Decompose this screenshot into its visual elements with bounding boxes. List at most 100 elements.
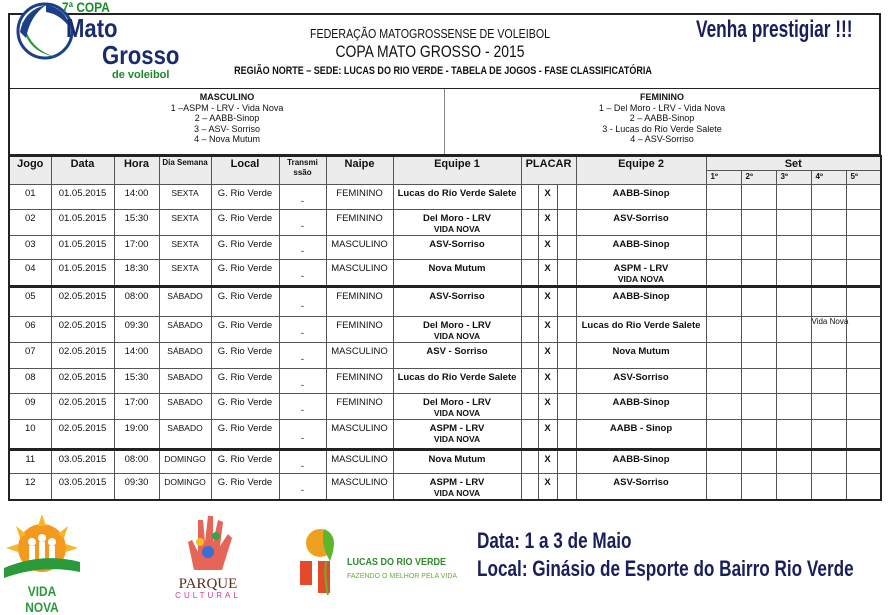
cell-dia: SABADO <box>158 393 212 420</box>
cell-set <box>845 285 882 317</box>
cell-jogo: 07 <box>8 342 52 369</box>
table-row: 11 03.05.2015 08:00 DOMINGO G. Rio Verde - MAS… <box>8 448 882 474</box>
game-category: FEMININO <box>336 372 383 383</box>
game-number: 10 <box>24 423 36 434</box>
table-row: 12 03.05.2015 09:30 DOMINGO G. Rio Verde - MAS… <box>8 473 882 501</box>
versus-mark: X <box>544 477 551 488</box>
lucas-text: LUCAS DO RIO VERDE <box>347 557 447 568</box>
cell-set <box>810 184 847 210</box>
cell-set <box>775 448 812 474</box>
cell-transmissao: - <box>278 209 327 236</box>
game-weekday: SÁBADO <box>167 320 203 330</box>
cell-equipe1: ASV - Sorriso <box>392 342 522 369</box>
game-category: MASCULINO <box>331 454 388 465</box>
cell-set <box>705 259 742 287</box>
cell-score-1 <box>520 419 539 450</box>
versus-mark: X <box>544 291 551 302</box>
cell-transmissao: - <box>278 342 327 369</box>
cell-set <box>845 368 882 394</box>
col-equipe2: Equipe 2 <box>575 155 707 185</box>
table-row: 06 02.05.2015 09:30 SÁBADO G. Rio Verde - FEMI… <box>8 316 882 343</box>
game-time: 17:00 <box>124 397 149 408</box>
col-transmissao: Transmi ssão <box>278 155 327 185</box>
lucas-do-rio-verde-emblem <box>298 525 348 597</box>
cell-set <box>775 316 812 343</box>
cell-set <box>705 209 742 236</box>
team-2: AABB - Sinop <box>609 423 673 434</box>
page-title: COPA MATO GROSSO - 2015 <box>335 42 525 61</box>
cell-data: 02.05.2015 <box>50 419 115 450</box>
cell-score-1 <box>520 448 539 474</box>
cell-score-1 <box>520 285 539 317</box>
team-2: ASPM - LRV <box>613 263 669 274</box>
cell-set <box>845 235 882 260</box>
game-number: 06 <box>24 320 36 331</box>
cell-score-2 <box>556 473 577 501</box>
cell-local: G. Rio Verde <box>210 473 280 501</box>
cell-score-2 <box>556 235 577 260</box>
cell-set <box>775 285 812 317</box>
cell-local: G. Rio Verde <box>210 235 280 260</box>
cell-dia: DOMINGO <box>158 473 212 501</box>
cell-equipe1: ASV-Sorriso <box>392 235 522 260</box>
cell-versus: X <box>537 448 558 474</box>
cell-jogo: 11 <box>8 448 52 474</box>
cell-naipe: FEMININO <box>325 393 394 420</box>
versus-mark: X <box>544 188 551 199</box>
game-time: 08:00 <box>124 291 149 302</box>
game-time: 19:00 <box>124 423 149 434</box>
team-item: 4 – Nova Mutum <box>193 134 261 144</box>
team-1: ASPM - LRV <box>429 477 485 488</box>
team-2: AABB-Sinop <box>612 397 670 408</box>
cell-set <box>775 393 812 420</box>
cell-jogo: 10 <box>8 419 52 450</box>
cell-set <box>845 393 882 420</box>
game-number: 09 <box>24 397 36 408</box>
team-1: Nova Mutum <box>428 454 486 465</box>
cell-score-1 <box>520 393 539 420</box>
cell-score-1 <box>520 184 539 210</box>
cell-naipe: MASCULINO <box>325 419 394 450</box>
team-item: 3 – ASV- Sorriso <box>193 123 261 134</box>
federation-name: FEDERAÇÃO MATOGROSSENSE DE VOLEIBOL <box>309 26 551 41</box>
cell-local: G. Rio Verde <box>210 259 280 287</box>
cell-hora: 08:00 <box>113 285 160 317</box>
cell-equipe1: Del Moro - LRV VIDA NOVA <box>392 316 522 343</box>
team-1-sub: VIDA NOVA <box>433 408 481 418</box>
cell-versus: X <box>537 393 558 420</box>
cell-set <box>845 209 882 236</box>
cell-dia: SEXTA <box>158 235 212 260</box>
cell-jogo: 06 <box>8 316 52 343</box>
cell-set <box>740 419 777 450</box>
game-time: 14:00 <box>124 346 149 357</box>
cell-local: G. Rio Verde <box>210 342 280 369</box>
game-weekday: SEXTA <box>171 188 199 198</box>
cell-jogo: 01 <box>8 184 52 210</box>
teams-feminino: FEMININO 1 – Del Moro - LRV - Vida Nova … <box>445 89 879 154</box>
cell-versus: X <box>537 473 558 501</box>
cell-data: 02.05.2015 <box>50 285 115 317</box>
cell-equipe2: Lucas do Rio Verde Salete <box>575 316 707 343</box>
cell-naipe: MASCULINO <box>325 342 394 369</box>
game-number: 04 <box>24 263 36 274</box>
cell-score-1 <box>520 368 539 394</box>
cell-naipe: FEMININO <box>325 184 394 210</box>
cell-set <box>845 316 882 343</box>
game-venue: G. Rio Verde <box>217 423 273 434</box>
cell-score-1 <box>520 342 539 369</box>
logo-edition: 7ª COPA <box>62 0 110 15</box>
teams-masculino-title: MASCULINO <box>199 92 255 102</box>
cell-data: 01.05.2015 <box>50 235 115 260</box>
vida-nova-logo: VIDA NOVA <box>4 512 80 615</box>
game-time: 17:00 <box>124 239 149 250</box>
game-venue: G. Rio Verde <box>217 454 273 465</box>
cell-set <box>845 473 882 501</box>
col-set: Set <box>705 155 882 171</box>
cell-hora: 15:30 <box>113 368 160 394</box>
cell-equipe2: ASV-Sorriso <box>575 209 707 236</box>
game-venue: G. Rio Verde <box>217 239 273 250</box>
game-category: FEMININO <box>336 320 383 331</box>
cell-hora: 15:30 <box>113 209 160 236</box>
team-item: 4 – ASV-Sorriso <box>630 134 694 144</box>
cell-equipe1: Nova Mutum <box>392 259 522 287</box>
